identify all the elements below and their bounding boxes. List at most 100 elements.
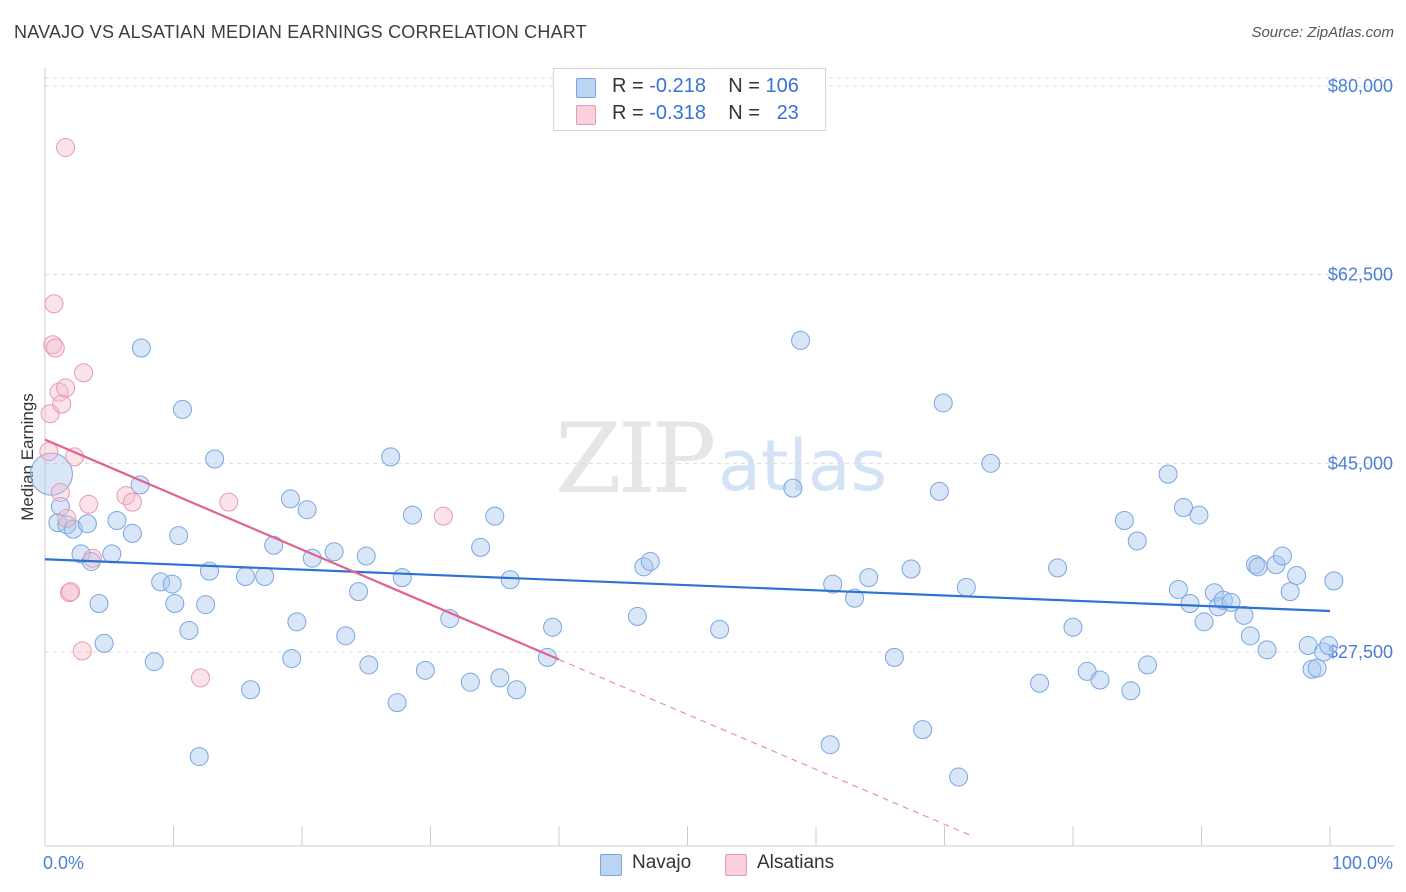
alsatians-point-11 [61, 582, 81, 602]
alsatians-point-16 [79, 494, 99, 514]
navajo-point-67 [929, 481, 949, 501]
trend-lines [44, 438, 1331, 836]
navajo-point-53 [543, 617, 563, 637]
alsatians-point-19 [122, 492, 142, 512]
stats-legend: R = -0.218 N = 106 R = -0.318 N = 23 [553, 68, 826, 131]
y-tick-label-2: $62,500 [1328, 265, 1393, 285]
navajo-point-102 [1307, 658, 1327, 678]
alsatians-point-4 [45, 338, 65, 358]
navajo-point-48 [485, 506, 505, 526]
navajo-point-77 [1114, 510, 1134, 530]
navajo-point-98 [1280, 582, 1300, 602]
navajo-point-65 [901, 559, 921, 579]
alsatians-point-0 [39, 441, 59, 461]
navajo-point-82 [1168, 579, 1188, 599]
navajo-point-61 [823, 574, 843, 594]
navajo-point-36 [336, 626, 356, 646]
navajo-point-25 [205, 449, 225, 469]
navajo-point-62 [845, 588, 865, 608]
navajo-point-64 [884, 647, 904, 667]
navajo-point-72 [1030, 673, 1050, 693]
navajo-point-19 [169, 526, 189, 546]
navajo-point-56 [640, 551, 660, 571]
y-tick-label-3: $80,000 [1328, 76, 1393, 96]
navajo-point-46 [460, 672, 480, 692]
navajo-point-32 [287, 612, 307, 632]
alsatians-point-2 [43, 335, 63, 355]
navajo-point-97 [1272, 546, 1292, 566]
navajo-point-81 [1158, 464, 1178, 484]
navajo-point-95 [1257, 640, 1277, 660]
alsatians-point-21 [219, 492, 239, 512]
navajo-point-2 [50, 496, 70, 516]
navajo-point-59 [791, 330, 811, 350]
navajo-point-60 [820, 735, 840, 755]
navajo-point-41 [387, 693, 407, 713]
navajo-point-84 [1180, 593, 1200, 613]
navajo-point-66 [913, 720, 933, 740]
alsatians-r-label: R = [612, 102, 644, 124]
navajo-point-16 [151, 572, 171, 592]
x-tick-labels: 0.0% 100.0% [43, 853, 1393, 873]
legend-text-navajo: R = -0.218 N = 106 [612, 75, 799, 98]
navajo-point-8 [89, 593, 109, 613]
navajo-legend-swatch [600, 854, 622, 876]
watermark-zip: ZIP [555, 403, 714, 515]
navajo-point-29 [264, 535, 284, 555]
y-tick-label-1: $45,000 [1328, 453, 1393, 473]
navajo-point-86 [1194, 612, 1214, 632]
alsatians-point-9 [57, 508, 77, 528]
alsatians-point-22 [433, 506, 453, 526]
navajo-point-4 [63, 519, 83, 539]
alsatians-legend-swatch [725, 854, 747, 876]
navajo-point-93 [1245, 555, 1265, 575]
chart-title: NAVAJO VS ALSATIAN MEDIAN EARNINGS CORRE… [14, 22, 587, 42]
navajo-point-37 [349, 582, 369, 602]
navajo-point-17 [162, 574, 182, 594]
navajo-point-33 [297, 500, 317, 520]
alsatians-point-12 [56, 137, 76, 157]
navajo-point-94 [1248, 557, 1268, 577]
navajo-point-104 [1319, 636, 1339, 656]
navajo-point-55 [634, 557, 654, 577]
navajo-point-9 [94, 633, 114, 653]
navajo-point-105 [1324, 571, 1344, 591]
navajo-point-44 [415, 660, 435, 680]
x-tick-label-1: 100.0% [1332, 853, 1393, 873]
navajo-point-78 [1121, 681, 1141, 701]
y-axis-label: Median Earnings [18, 393, 37, 521]
navajo-point-63 [859, 568, 879, 588]
navajo-point-79 [1127, 531, 1147, 551]
navajo-point-42 [392, 568, 412, 588]
navajo-point-80 [1138, 655, 1158, 675]
navajo-point-15 [144, 652, 164, 672]
navajo-point-30 [280, 489, 300, 509]
navajo-point-89 [1213, 590, 1233, 610]
navajo-point-47 [471, 537, 491, 557]
navajo-point-6 [77, 514, 97, 534]
navajo-point-85 [1189, 505, 1209, 525]
watermark: ZIP atlas [555, 403, 887, 515]
navajo-swatch [576, 78, 596, 98]
navajo-point-99 [1287, 565, 1307, 585]
watermark-atlas: atlas [718, 425, 887, 507]
navajo-legend-label: Navajo [632, 852, 692, 873]
navajo-point-76 [1090, 670, 1110, 690]
navajo-point-11 [107, 510, 127, 530]
alsatians-point-3 [44, 294, 64, 314]
navajo-point-74 [1063, 617, 1083, 637]
navajo-point-54 [627, 606, 647, 626]
alsatians-point-20 [190, 668, 210, 688]
navajo-point-22 [189, 747, 209, 767]
navajo-trend-line [44, 558, 1331, 613]
alsatians-point-10 [59, 583, 79, 603]
navajo-n-value: 106 [765, 75, 799, 97]
navajo-point-5 [71, 544, 91, 564]
alsatians-point-8 [56, 378, 76, 398]
navajo-point-26 [235, 567, 255, 587]
navajo-point-40 [381, 447, 401, 467]
navajo-point-43 [403, 505, 423, 525]
navajo-point-103 [1314, 642, 1334, 662]
navajo-point-35 [324, 542, 344, 562]
